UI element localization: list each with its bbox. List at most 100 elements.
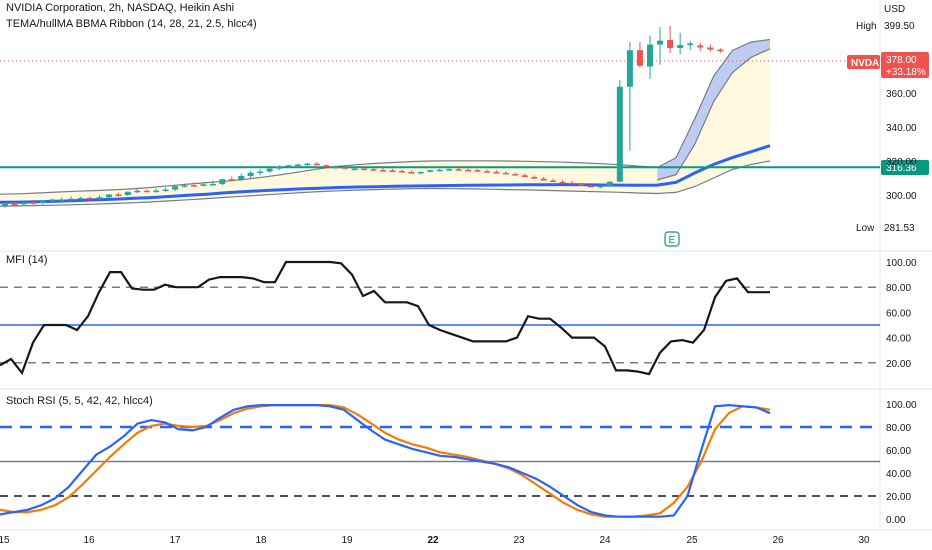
stoch-rsi-panel[interactable] bbox=[0, 403, 880, 518]
candle bbox=[707, 44, 714, 52]
candle-body bbox=[687, 43, 694, 46]
stoch-k-line bbox=[0, 403, 771, 518]
candle-body bbox=[465, 169, 472, 172]
candle bbox=[493, 170, 500, 174]
candle bbox=[294, 163, 301, 167]
mfi-tick-label: 40.00 bbox=[886, 334, 911, 345]
last-price-tag-bg bbox=[881, 52, 929, 78]
price-tick-label: 320.00 bbox=[886, 157, 917, 168]
candle-body bbox=[276, 166, 283, 169]
low-label: Low bbox=[856, 223, 875, 234]
time-label: 26 bbox=[772, 535, 784, 546]
candle bbox=[512, 172, 519, 176]
symbol-tag: NVDA bbox=[851, 58, 879, 69]
candle bbox=[209, 180, 216, 186]
candle bbox=[342, 165, 349, 169]
candle-body bbox=[58, 199, 65, 201]
candle bbox=[96, 195, 103, 200]
candle-body bbox=[436, 169, 443, 172]
candle-body bbox=[667, 39, 674, 48]
stoch-tick-label: 40.00 bbox=[886, 469, 911, 480]
candle bbox=[124, 191, 131, 196]
candle bbox=[58, 197, 65, 202]
time-label: 16 bbox=[83, 535, 95, 546]
candle-body bbox=[417, 171, 424, 174]
candle bbox=[540, 176, 547, 181]
candle bbox=[115, 192, 122, 197]
candle-body bbox=[446, 169, 453, 171]
candle-body bbox=[228, 179, 235, 181]
candle-body bbox=[39, 200, 46, 203]
candle-body bbox=[181, 185, 188, 187]
candle-body bbox=[134, 190, 141, 193]
candle-body bbox=[569, 182, 575, 185]
candle-body bbox=[626, 50, 633, 87]
candle-body bbox=[587, 185, 594, 188]
candle bbox=[436, 168, 443, 172]
candle bbox=[427, 169, 434, 173]
candle bbox=[446, 168, 453, 172]
candle bbox=[143, 189, 150, 193]
candle-body bbox=[521, 175, 528, 177]
candle-body bbox=[707, 47, 714, 50]
time-axis[interactable]: 15 16 17 18 19 22 23 24 25 26 30 bbox=[0, 535, 870, 546]
mfi-panel[interactable] bbox=[0, 260, 880, 376]
candle bbox=[105, 193, 112, 199]
candle-body bbox=[209, 183, 216, 186]
ribbon-middle-line bbox=[657, 48, 771, 181]
candle bbox=[667, 25, 674, 54]
candle-body bbox=[87, 197, 94, 200]
time-label: 19 bbox=[341, 535, 353, 546]
candle-body bbox=[502, 172, 509, 175]
candle-body bbox=[332, 166, 339, 169]
time-label: 23 bbox=[513, 535, 525, 546]
candle bbox=[266, 166, 273, 173]
last-price: 378.00 bbox=[886, 55, 917, 66]
candle-body bbox=[191, 185, 197, 187]
candle bbox=[200, 183, 207, 187]
candle bbox=[408, 170, 415, 174]
candle-body bbox=[124, 191, 131, 195]
candle bbox=[465, 168, 472, 172]
candle bbox=[11, 202, 18, 206]
candle bbox=[455, 167, 462, 171]
candle bbox=[626, 42, 633, 151]
candle bbox=[361, 166, 368, 171]
candle bbox=[380, 167, 386, 172]
candle bbox=[332, 165, 339, 169]
candle-body bbox=[2, 204, 8, 206]
candle-body bbox=[559, 181, 566, 184]
candle-body bbox=[616, 86, 623, 182]
candle bbox=[398, 169, 405, 173]
candle bbox=[616, 80, 623, 183]
high-label: High bbox=[856, 21, 877, 32]
earnings-marker[interactable]: E bbox=[664, 231, 680, 247]
candle-body bbox=[105, 194, 112, 198]
time-label: 17 bbox=[169, 535, 181, 546]
low-value: 281.53 bbox=[884, 223, 915, 234]
candle bbox=[162, 187, 169, 192]
candle-body bbox=[200, 184, 207, 186]
candle-body bbox=[143, 190, 150, 193]
candle-body bbox=[342, 167, 349, 169]
chart-title: NVIDIA Corporation, 2h, NASDAQ, Heikin A… bbox=[6, 2, 235, 14]
candle-body bbox=[20, 202, 27, 205]
candle bbox=[238, 173, 245, 182]
currency-label: USD bbox=[884, 4, 905, 15]
candle-body bbox=[115, 194, 122, 196]
candle-body bbox=[657, 40, 664, 45]
candle bbox=[559, 179, 566, 184]
candle-body bbox=[389, 170, 396, 173]
candle bbox=[20, 201, 27, 206]
candle-body bbox=[11, 204, 18, 206]
candle bbox=[247, 170, 254, 178]
stoch-rsi-title: Stoch RSI (5, 5, 42, 42, hlcc4) bbox=[6, 395, 153, 407]
candle-body bbox=[153, 190, 160, 193]
candle bbox=[87, 196, 94, 200]
candle-body bbox=[540, 178, 547, 181]
candle bbox=[697, 42, 704, 52]
candle-body bbox=[398, 171, 405, 173]
stoch-tick-label: 0.00 bbox=[886, 515, 906, 526]
price-panel[interactable] bbox=[0, 25, 880, 208]
